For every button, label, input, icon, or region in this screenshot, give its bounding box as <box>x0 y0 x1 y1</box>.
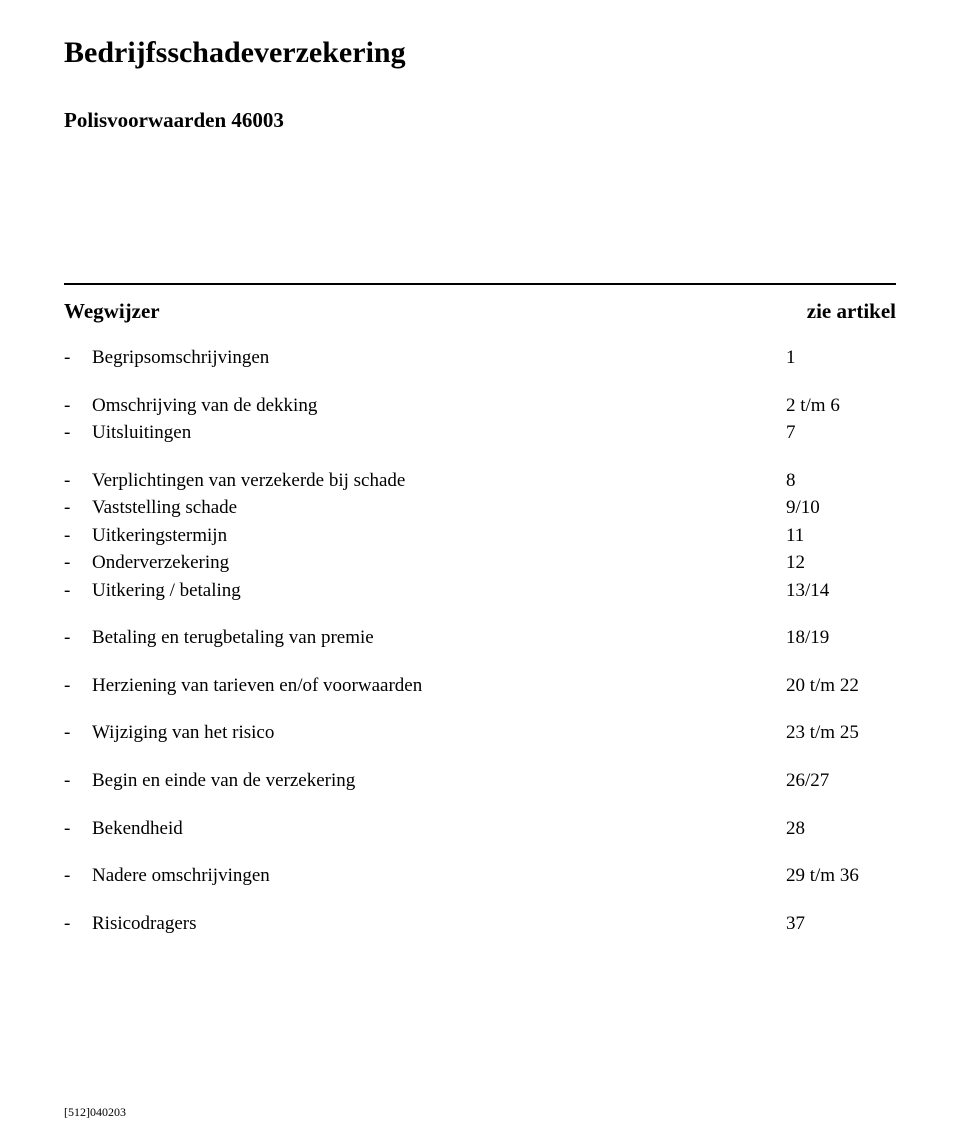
contents-section: -Bekendheid 28 <box>64 815 896 843</box>
row-value: 7 <box>786 419 896 447</box>
row-value: 37 <box>786 910 896 938</box>
document-title: Bedrijfsschadeverzekering <box>64 36 896 70</box>
contents-row: -Uitkeringstermijn 11 <box>64 522 896 550</box>
row-left: -Uitsluitingen <box>64 419 191 447</box>
row-label: Verplichtingen van verzekerde bij schade <box>92 467 405 495</box>
row-left: -Betaling en terugbetaling van premie <box>64 624 374 652</box>
row-label: Uitkeringstermijn <box>92 522 227 550</box>
header-left: Wegwijzer <box>64 299 160 324</box>
table-header: Wegwijzer zie artikel <box>64 299 896 324</box>
row-left: -Onderverzekering <box>64 549 229 577</box>
document-subtitle: Polisvoorwaarden 46003 <box>64 108 896 133</box>
row-value: 26/27 <box>786 767 896 795</box>
bullet-dash: - <box>64 815 92 843</box>
row-left: -Begin en einde van de verzekering <box>64 767 355 795</box>
contents-list: -Begripsomschrijvingen1-Omschrijving van… <box>64 344 896 937</box>
row-value: 28 <box>786 815 896 843</box>
bullet-dash: - <box>64 344 92 372</box>
contents-row: -Uitsluitingen 7 <box>64 419 896 447</box>
contents-row: -Omschrijving van de dekking 2 t/m 6 <box>64 392 896 420</box>
contents-section: -Omschrijving van de dekking2 t/m 6-Uits… <box>64 392 896 447</box>
row-value: 8 <box>786 467 896 495</box>
bullet-dash: - <box>64 910 92 938</box>
contents-row: -Bekendheid 28 <box>64 815 896 843</box>
row-value: 13/14 <box>786 577 896 605</box>
bullet-dash: - <box>64 719 92 747</box>
header-right: zie artikel <box>807 299 896 324</box>
row-label: Herziening van tarieven en/of voorwaarde… <box>92 672 422 700</box>
contents-row: -Vaststelling schade 9/10 <box>64 494 896 522</box>
contents-row: -Betaling en terugbetaling van premie 18/… <box>64 624 896 652</box>
row-label: Risicodragers <box>92 910 196 938</box>
contents-row: -Begin en einde van de verzekering 26/27 <box>64 767 896 795</box>
row-label: Begin en einde van de verzekering <box>92 767 355 795</box>
row-label: Nadere omschrijvingen <box>92 862 270 890</box>
row-left: -Omschrijving van de dekking <box>64 392 317 420</box>
bullet-dash: - <box>64 624 92 652</box>
bullet-dash: - <box>64 494 92 522</box>
row-value: 12 <box>786 549 896 577</box>
row-value: 29 t/m 36 <box>786 862 896 890</box>
contents-section: -Begin en einde van de verzekering 26/27 <box>64 767 896 795</box>
row-left: -Bekendheid <box>64 815 183 843</box>
row-left: -Wijziging van het risico <box>64 719 274 747</box>
row-label: Uitkering / betaling <box>92 577 241 605</box>
row-label: Uitsluitingen <box>92 419 191 447</box>
row-label: Vaststelling schade <box>92 494 237 522</box>
row-left: -Uitkeringstermijn <box>64 522 227 550</box>
bullet-dash: - <box>64 419 92 447</box>
contents-section: -Wijziging van het risico 23 t/m 25 <box>64 719 896 747</box>
contents-row: -Risicodragers 37 <box>64 910 896 938</box>
row-label: Omschrijving van de dekking <box>92 392 317 420</box>
contents-row: -Verplichtingen van verzekerde bij schad… <box>64 467 896 495</box>
contents-row: -Uitkering / betaling 13/14 <box>64 577 896 605</box>
contents-row: -Wijziging van het risico 23 t/m 25 <box>64 719 896 747</box>
bullet-dash: - <box>64 522 92 550</box>
row-left: -Nadere omschrijvingen <box>64 862 270 890</box>
contents-section: -Begripsomschrijvingen 1 <box>64 344 896 372</box>
row-value: 9/10 <box>786 494 896 522</box>
bullet-dash: - <box>64 672 92 700</box>
contents-row: -Onderverzekering 12 <box>64 549 896 577</box>
bullet-dash: - <box>64 577 92 605</box>
contents-section: -Verplichtingen van verzekerde bij schad… <box>64 467 896 605</box>
contents-row: -Begripsomschrijvingen 1 <box>64 344 896 372</box>
row-left: -Verplichtingen van verzekerde bij schad… <box>64 467 405 495</box>
bullet-dash: - <box>64 862 92 890</box>
contents-section: -Nadere omschrijvingen 29 t/m 36 <box>64 862 896 890</box>
contents-row: -Nadere omschrijvingen 29 t/m 36 <box>64 862 896 890</box>
row-value: 1 <box>786 344 896 372</box>
row-left: -Herziening van tarieven en/of voorwaard… <box>64 672 422 700</box>
row-label: Wijziging van het risico <box>92 719 274 747</box>
bullet-dash: - <box>64 767 92 795</box>
row-left: -Uitkering / betaling <box>64 577 241 605</box>
row-left: -Vaststelling schade <box>64 494 237 522</box>
document-page: Bedrijfsschadeverzekering Polisvoorwaard… <box>0 0 960 1140</box>
contents-section: -Risicodragers 37 <box>64 910 896 938</box>
row-label: Betaling en terugbetaling van premie <box>92 624 374 652</box>
footer-code: [512]040203 <box>64 1105 126 1120</box>
contents-section: -Betaling en terugbetaling van premie 18/… <box>64 624 896 652</box>
row-label: Bekendheid <box>92 815 183 843</box>
horizontal-rule <box>64 283 896 285</box>
bullet-dash: - <box>64 549 92 577</box>
row-value: 2 t/m 6 <box>786 392 896 420</box>
row-value: 18/19 <box>786 624 896 652</box>
row-label: Onderverzekering <box>92 549 229 577</box>
row-left: -Risicodragers <box>64 910 196 938</box>
row-label: Begripsomschrijvingen <box>92 344 269 372</box>
contents-row: -Herziening van tarieven en/of voorwaard… <box>64 672 896 700</box>
row-value: 11 <box>786 522 896 550</box>
bullet-dash: - <box>64 392 92 420</box>
bullet-dash: - <box>64 467 92 495</box>
row-value: 23 t/m 25 <box>786 719 896 747</box>
row-value: 20 t/m 22 <box>786 672 896 700</box>
row-left: -Begripsomschrijvingen <box>64 344 269 372</box>
contents-section: -Herziening van tarieven en/of voorwaard… <box>64 672 896 700</box>
